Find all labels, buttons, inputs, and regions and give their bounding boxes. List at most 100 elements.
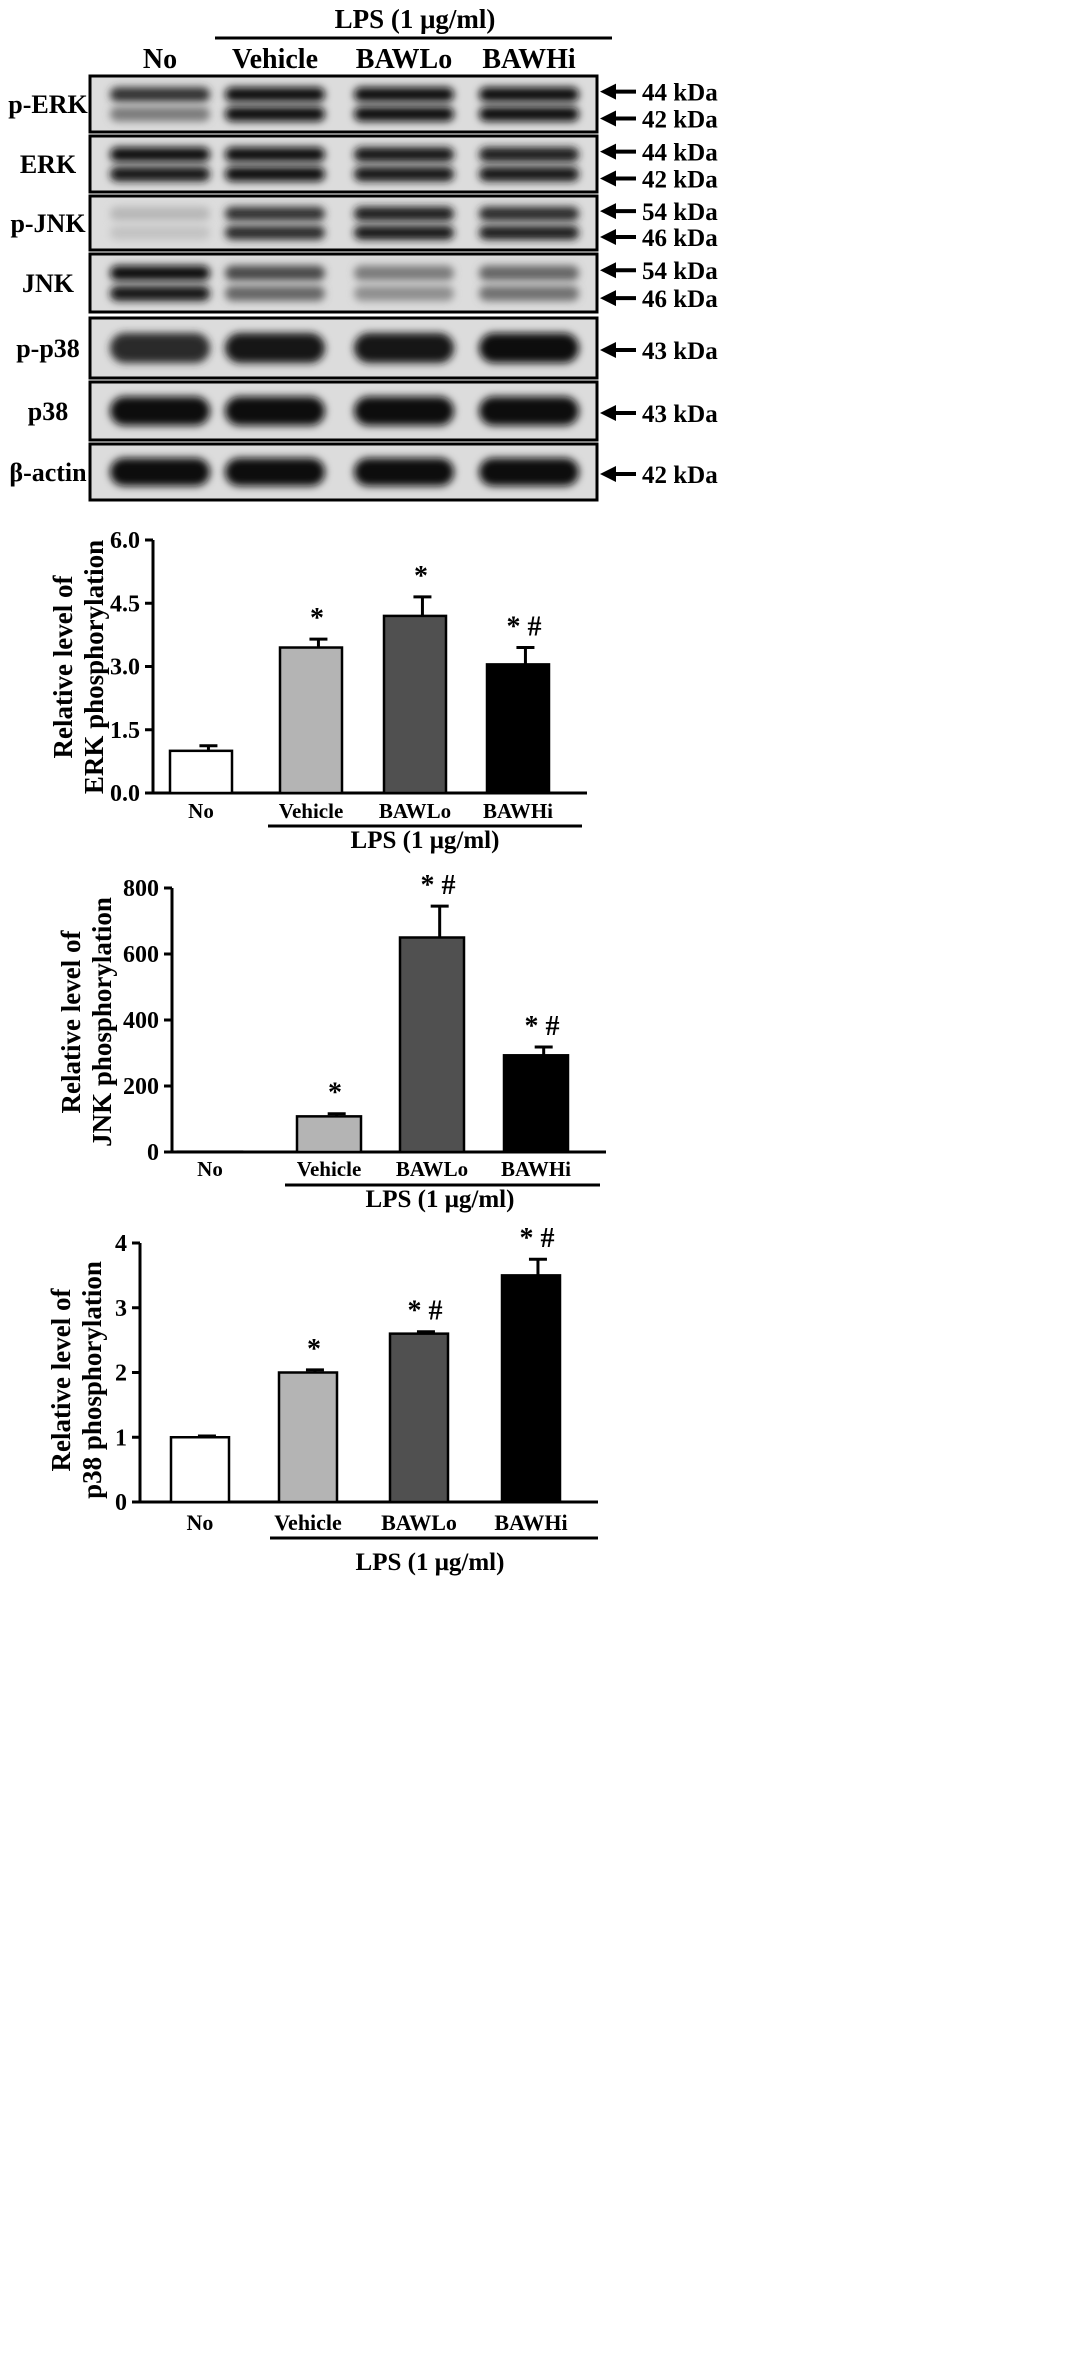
y-tick-label: 0.0 xyxy=(110,781,140,807)
jnk-chart: Relative level of JNK phosphorylation 0 2… xyxy=(56,870,606,1213)
blot-band xyxy=(354,458,454,486)
y-tick-label: 400 xyxy=(123,1008,159,1034)
blot-band xyxy=(354,265,454,281)
y-tick-label: 4.5 xyxy=(110,591,140,617)
significance-marker: * # xyxy=(520,1223,555,1254)
significance-marker: * # xyxy=(408,1296,443,1327)
bar-bawlo xyxy=(388,1332,450,1504)
blot-band xyxy=(479,225,579,240)
y-tick-label: 0 xyxy=(115,1490,127,1516)
y-tick-label: 2 xyxy=(115,1361,127,1387)
blot-row-label: ERK xyxy=(20,150,77,179)
erk-ylabel-line1: Relative level of xyxy=(48,575,78,759)
marker-arrow-head xyxy=(600,290,616,307)
blot-band xyxy=(225,166,325,182)
blot-membrane xyxy=(88,252,599,314)
blot-band xyxy=(479,333,579,363)
x-tick-label: BAWLo xyxy=(396,1157,468,1181)
blot-band xyxy=(110,333,210,363)
blot-row-label: β-actin xyxy=(9,458,87,487)
blot-band xyxy=(225,87,325,102)
blot-row-label: p-p38 xyxy=(16,334,80,363)
marker-arrow-head xyxy=(600,405,616,421)
blot-band xyxy=(225,106,325,122)
blot-band xyxy=(354,166,454,182)
bar-vehicle xyxy=(295,1115,363,1154)
blot-band xyxy=(110,225,210,240)
marker-label: 46 kDa xyxy=(642,225,718,252)
erk-plot-area: 0.0 1.5 3.0 4.5 6.0 No * Vehicle * BAWLo * # BAWHi xyxy=(110,528,587,828)
bar-bawlo xyxy=(382,614,448,795)
x-tick-label: Vehicle xyxy=(274,1510,342,1535)
x-tick-label: BAWHi xyxy=(501,1157,571,1181)
blot-lane-label-bawlo: BAWLo xyxy=(356,44,452,75)
blot-row-p38: p38 43 kDa xyxy=(28,380,718,442)
bar-no xyxy=(168,749,234,795)
significance-marker: * # xyxy=(525,1011,560,1042)
blot-row-label: p38 xyxy=(28,397,68,426)
marker-arrow-head xyxy=(600,83,616,100)
y-tick-label: 3 xyxy=(115,1296,127,1322)
x-tick-label: BAWHi xyxy=(494,1510,567,1535)
blot-row-p-p38: p-p38 43 kDa xyxy=(16,316,718,380)
blot-band xyxy=(225,285,325,301)
western-blot-panel: LPS (1 μg/ml) No Vehicle BAWLo BAWHi p-E… xyxy=(8,4,718,502)
blot-band xyxy=(110,147,210,162)
blot-lane-label-vehicle: Vehicle xyxy=(232,44,318,75)
marker-label: 42 kDa xyxy=(642,462,718,489)
p38-chart: Relative level of p38 phosphorylation 0 1… xyxy=(46,1223,598,1576)
blot-band xyxy=(354,87,454,102)
blot-band xyxy=(110,265,210,281)
marker-arrow-head xyxy=(600,203,616,220)
blot-band xyxy=(225,206,325,221)
erk-group-label: LPS (1 μg/ml) xyxy=(351,827,500,854)
blot-row-label: JNK xyxy=(22,269,75,298)
erk-ylabel-line2: ERK phosphorylation xyxy=(79,540,109,794)
blot-band xyxy=(354,147,454,162)
marker-label: 44 kDa xyxy=(642,80,718,107)
blot-membrane xyxy=(88,134,599,194)
blot-band xyxy=(110,106,210,122)
blot-band xyxy=(110,396,210,426)
blot-band xyxy=(354,285,454,301)
bar-vehicle xyxy=(277,1371,339,1504)
marker-arrow-head xyxy=(600,229,616,246)
blot-band xyxy=(225,333,325,363)
bar-no xyxy=(169,1436,231,1504)
marker-label: 43 kDa xyxy=(642,401,718,428)
x-tick-label: No xyxy=(187,1510,214,1535)
y-tick-label: 200 xyxy=(123,1074,159,1100)
x-tick-label: No xyxy=(197,1157,223,1181)
y-tick-label: 600 xyxy=(123,942,159,968)
significance-marker: * xyxy=(328,1078,342,1109)
x-tick-label: BAWHi xyxy=(483,799,553,823)
marker-arrow-head xyxy=(600,342,616,358)
x-tick-label: BAWLo xyxy=(381,1510,457,1535)
y-tick-label: 0 xyxy=(147,1140,159,1166)
y-tick-label: 6.0 xyxy=(110,528,140,554)
marker-arrow-head xyxy=(600,170,616,187)
blot-band xyxy=(354,333,454,363)
blot-band xyxy=(110,458,210,486)
blot-band xyxy=(479,87,579,102)
significance-marker: * xyxy=(307,1334,321,1365)
blot-band xyxy=(479,206,579,221)
blot-band xyxy=(110,166,210,182)
blot-band xyxy=(225,458,325,486)
x-tick-label: Vehicle xyxy=(297,1157,362,1181)
significance-marker: * xyxy=(310,603,324,634)
blot-band xyxy=(225,265,325,281)
blot-band xyxy=(354,225,454,240)
y-tick-label: 1 xyxy=(115,1425,127,1451)
bar-bawhi xyxy=(502,1054,570,1154)
p38-group-label: LPS (1 μg/ml) xyxy=(356,1549,505,1576)
bar-bawhi xyxy=(485,663,551,795)
significance-marker: * xyxy=(414,561,428,592)
blot-band xyxy=(354,206,454,221)
y-tick-label: 1.5 xyxy=(110,718,140,744)
x-tick-label: No xyxy=(188,799,214,823)
blot-row-label: p-JNK xyxy=(10,209,86,238)
